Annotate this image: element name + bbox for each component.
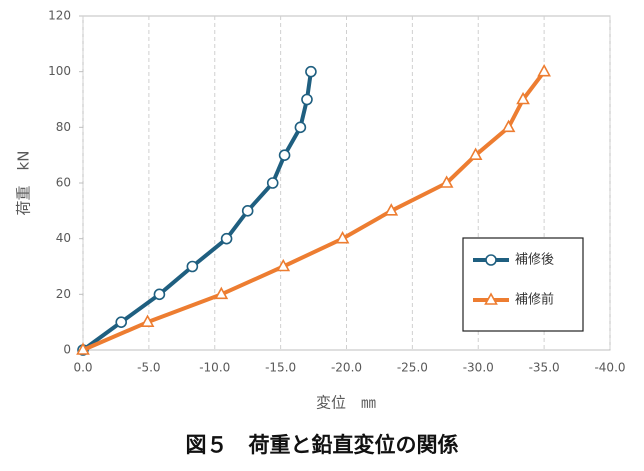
y-tick-label: 40 bbox=[56, 231, 71, 245]
point bbox=[153, 288, 166, 301]
x-axis-title: 変位 ㎜ bbox=[316, 394, 376, 412]
x-tick-label: -5.0 bbox=[137, 361, 160, 375]
y-axis-title: 荷重 kN bbox=[15, 151, 33, 216]
legend-label: 補修後 bbox=[515, 253, 554, 268]
point bbox=[301, 93, 313, 106]
point bbox=[266, 177, 279, 189]
point bbox=[214, 286, 229, 300]
x-tick-label: -10.0 bbox=[199, 361, 230, 375]
point bbox=[276, 258, 291, 272]
point bbox=[384, 203, 399, 216]
y-tick-label: 80 bbox=[56, 120, 71, 134]
point bbox=[537, 64, 551, 77]
y-tick-label: 60 bbox=[56, 176, 71, 190]
x-tick-label: -25.0 bbox=[397, 361, 428, 375]
x-tick-label: -30.0 bbox=[463, 361, 494, 375]
point bbox=[439, 175, 454, 188]
series-line bbox=[81, 71, 313, 352]
point bbox=[241, 205, 254, 217]
y-tick-label: 0 bbox=[63, 343, 71, 357]
legend-marker bbox=[485, 254, 497, 266]
point bbox=[76, 342, 90, 355]
point bbox=[305, 65, 317, 78]
point bbox=[294, 121, 307, 134]
point bbox=[115, 316, 128, 328]
x-tick-label: -20.0 bbox=[331, 361, 362, 375]
x-tick-label: -35.0 bbox=[529, 361, 560, 375]
point bbox=[186, 260, 199, 273]
point bbox=[335, 231, 350, 244]
point bbox=[501, 119, 516, 133]
x-tick-label: -15.0 bbox=[265, 361, 296, 375]
point bbox=[516, 91, 530, 105]
point bbox=[278, 149, 291, 161]
legend-marker bbox=[484, 292, 498, 305]
y-tick-label: 120 bbox=[48, 9, 71, 23]
point bbox=[140, 314, 155, 327]
point bbox=[220, 232, 233, 245]
y-tick-label: 20 bbox=[56, 287, 71, 301]
legend-box bbox=[462, 237, 584, 332]
y-tick-label: 100 bbox=[48, 64, 71, 78]
legend-label: 補修前 bbox=[515, 292, 554, 308]
x-tick-label: 0.0 bbox=[73, 361, 92, 375]
caption: 図５ 荷重と鉛直変位の関係 bbox=[186, 433, 459, 457]
point bbox=[468, 147, 483, 160]
x-tick-label: -40.0 bbox=[594, 361, 625, 375]
